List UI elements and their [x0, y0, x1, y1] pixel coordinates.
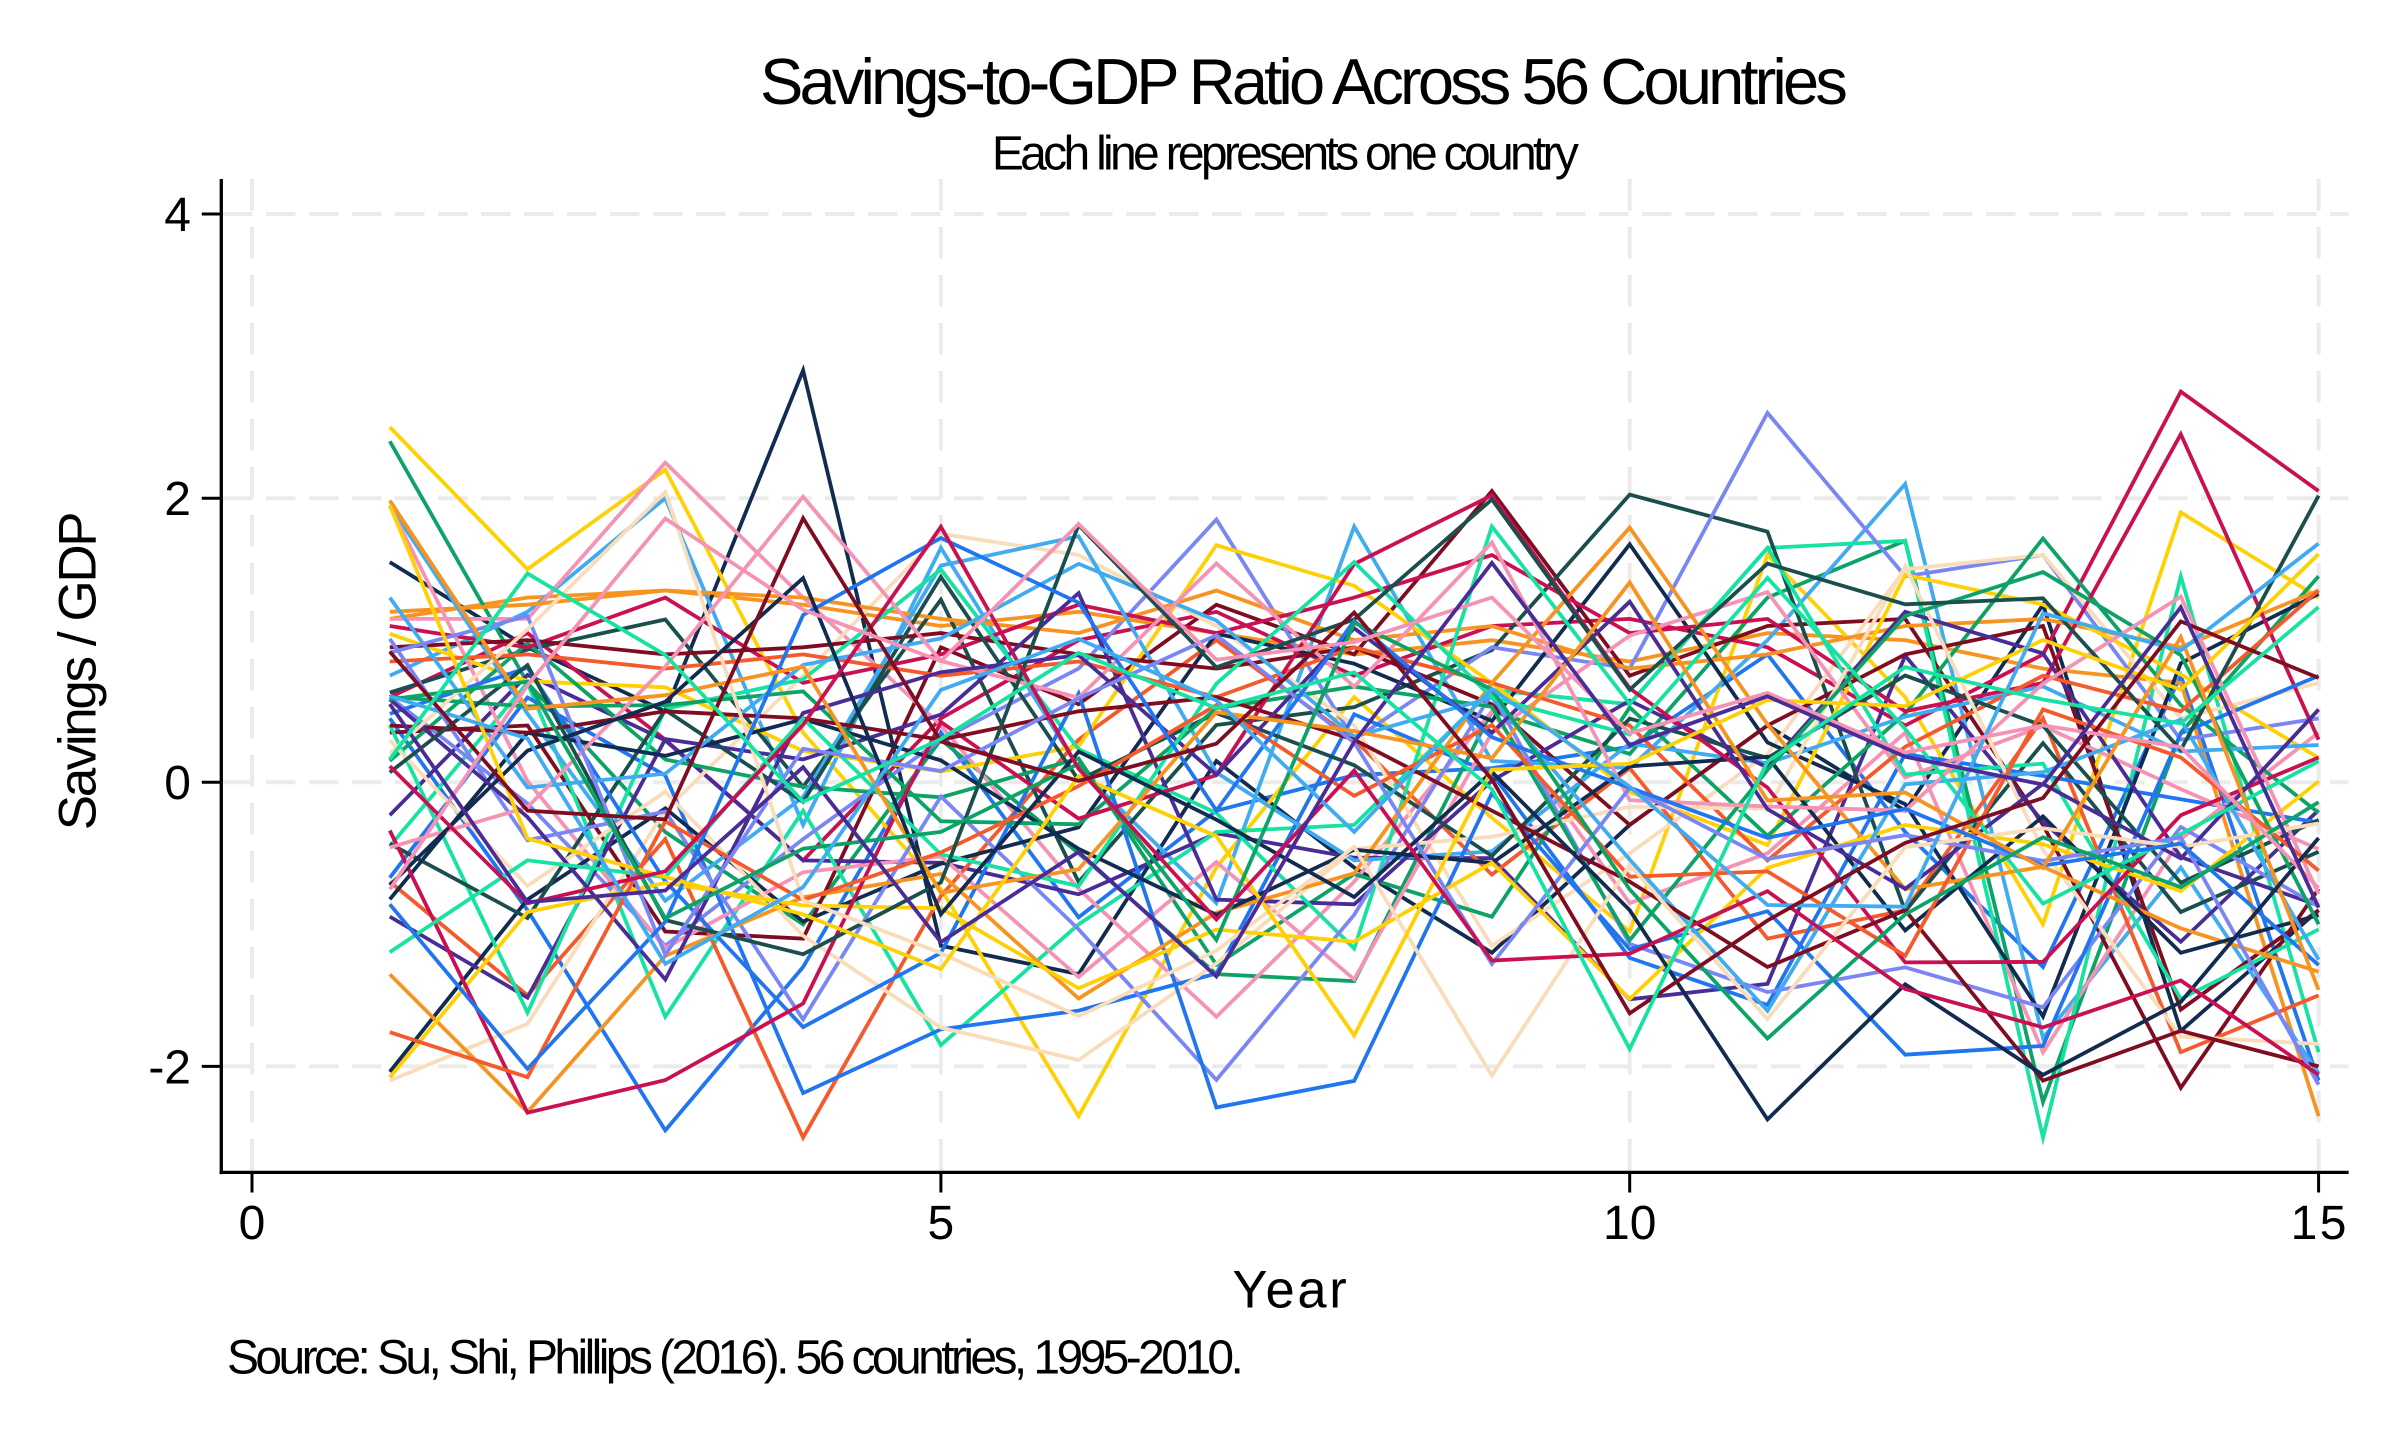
svg-text:5: 5 — [928, 1197, 955, 1250]
svg-text:10: 10 — [1603, 1197, 1656, 1250]
svg-text:Savings / GDP: Savings / GDP — [48, 514, 107, 830]
svg-text:Savings-to-GDP Ratio Across 56: Savings-to-GDP Ratio Across 56 Countries — [760, 45, 1846, 118]
svg-text:4: 4 — [164, 189, 191, 242]
svg-text:-2: -2 — [148, 1041, 191, 1094]
svg-text:0: 0 — [164, 757, 191, 810]
svg-text:2: 2 — [164, 473, 191, 526]
svg-text:Year: Year — [1233, 1261, 1350, 1320]
svg-text:Each line represents one count: Each line represents one country — [992, 127, 1579, 180]
svg-text:Source: Su, Shi, Phillips (201: Source: Su, Shi, Phillips (2016). 56 cou… — [227, 1332, 1240, 1385]
svg-text:15: 15 — [2291, 1197, 2349, 1250]
svg-text:0: 0 — [239, 1197, 266, 1250]
